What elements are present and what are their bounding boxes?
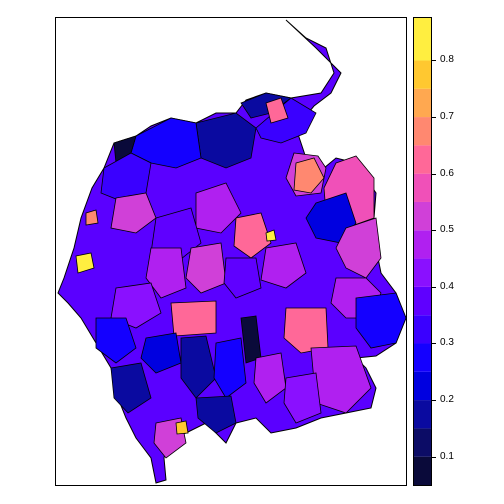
legend-tick-mark bbox=[432, 230, 436, 232]
region bbox=[85, 209, 99, 226]
legend-tick-label: 0.8 bbox=[440, 54, 454, 66]
region bbox=[75, 252, 95, 274]
region bbox=[110, 282, 162, 329]
region bbox=[170, 300, 217, 337]
region bbox=[180, 335, 217, 399]
legend-tick-label: 0.5 bbox=[440, 224, 454, 236]
choropleth-map bbox=[57, 19, 406, 484]
legend-tick-label: 0.7 bbox=[440, 111, 454, 123]
region bbox=[283, 372, 322, 424]
legend-tick-mark bbox=[432, 117, 436, 119]
legend-tick-mark bbox=[432, 173, 436, 175]
region bbox=[213, 337, 247, 399]
region bbox=[110, 362, 152, 414]
region bbox=[195, 182, 242, 234]
map-panel bbox=[55, 17, 407, 486]
region bbox=[140, 332, 182, 374]
region bbox=[175, 420, 189, 435]
region bbox=[253, 352, 287, 404]
region bbox=[233, 212, 272, 259]
region bbox=[195, 395, 237, 434]
legend-band-10 bbox=[414, 173, 431, 202]
legend-band-13 bbox=[414, 88, 431, 118]
legend-tick-mark bbox=[432, 400, 436, 402]
legend-band-4 bbox=[414, 343, 431, 372]
region bbox=[265, 229, 277, 242]
region bbox=[185, 242, 227, 294]
region bbox=[110, 192, 157, 234]
legend-tick-mark bbox=[432, 343, 436, 345]
legend-tick-mark bbox=[432, 60, 436, 62]
color-legend bbox=[413, 17, 432, 486]
legend-tick-mark bbox=[432, 286, 436, 288]
legend-band-14 bbox=[414, 60, 431, 89]
legend-band-15 bbox=[414, 18, 431, 61]
legend-band-2 bbox=[414, 400, 431, 429]
region bbox=[145, 247, 187, 299]
legend-tick-label: 0.3 bbox=[440, 337, 454, 349]
region bbox=[223, 257, 262, 299]
legend-tick-mark bbox=[432, 456, 436, 458]
region bbox=[195, 112, 257, 169]
legend-band-7 bbox=[414, 258, 431, 287]
legend-band-6 bbox=[414, 286, 431, 316]
region bbox=[293, 157, 325, 194]
region bbox=[355, 292, 406, 349]
legend-tick-label: 0.6 bbox=[440, 167, 454, 179]
legend-band-8 bbox=[414, 230, 431, 259]
region bbox=[95, 317, 137, 364]
region bbox=[265, 97, 289, 124]
legend-color-bar bbox=[414, 18, 431, 485]
region bbox=[260, 242, 307, 289]
legend-band-1 bbox=[414, 428, 431, 457]
legend-tick-label: 0.1 bbox=[440, 450, 454, 462]
legend-band-12 bbox=[414, 117, 431, 146]
legend-band-3 bbox=[414, 371, 431, 401]
legend-band-11 bbox=[414, 145, 431, 174]
legend-band-9 bbox=[414, 201, 431, 231]
legend-band-0 bbox=[414, 456, 431, 485]
legend-tick-label: 0.4 bbox=[440, 280, 454, 292]
legend-band-5 bbox=[414, 315, 431, 344]
legend-tick-label: 0.2 bbox=[440, 394, 454, 406]
